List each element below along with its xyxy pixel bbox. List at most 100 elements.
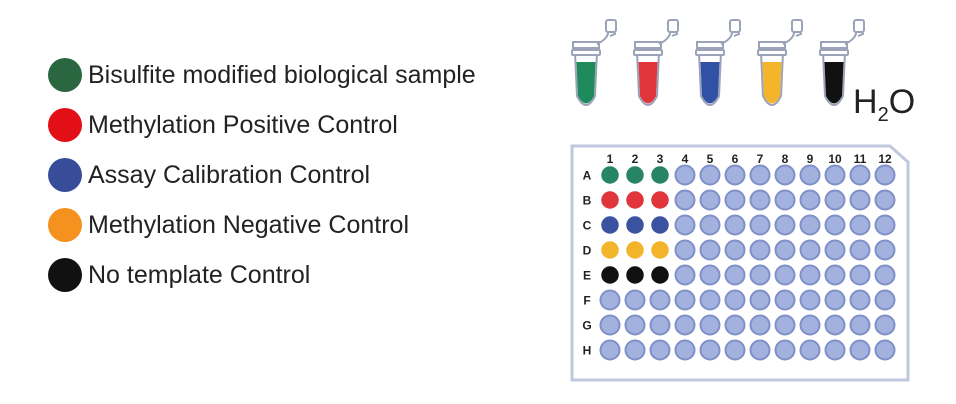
empty-well xyxy=(749,214,771,236)
filled-well xyxy=(649,164,671,186)
filled-well xyxy=(599,239,621,261)
empty-well xyxy=(749,239,771,261)
column-label: 3 xyxy=(657,152,664,166)
empty-well xyxy=(874,189,896,211)
empty-well xyxy=(799,189,821,211)
legend: Bisulfite modified biological sample Met… xyxy=(48,50,476,300)
empty-well xyxy=(774,214,796,236)
empty-well xyxy=(699,214,721,236)
row-label: B xyxy=(583,194,592,208)
row-label: A xyxy=(583,169,592,183)
filled-well xyxy=(649,214,671,236)
row-label: E xyxy=(583,269,591,283)
row-label: D xyxy=(583,244,592,258)
empty-well xyxy=(849,314,871,336)
empty-well xyxy=(824,314,846,336)
empty-well xyxy=(824,164,846,186)
empty-well xyxy=(599,289,621,311)
column-label: 7 xyxy=(757,152,764,166)
legend-dot-positive-control xyxy=(48,108,82,142)
empty-well xyxy=(699,289,721,311)
empty-well xyxy=(849,239,871,261)
empty-well xyxy=(774,314,796,336)
row-label: C xyxy=(583,219,592,233)
h2o-label: H2O xyxy=(853,83,915,126)
empty-well xyxy=(674,339,696,361)
legend-item-no-template-control: No template Control xyxy=(48,250,476,300)
empty-well xyxy=(649,339,671,361)
legend-dot-calibration-control xyxy=(48,158,82,192)
tube-5 xyxy=(819,19,865,106)
filled-well xyxy=(624,264,646,286)
empty-well xyxy=(724,239,746,261)
empty-well xyxy=(724,289,746,311)
empty-well xyxy=(674,164,696,186)
column-label: 11 xyxy=(854,152,867,166)
row-label: H xyxy=(583,344,592,358)
empty-well xyxy=(599,339,621,361)
tube-liquid-1 xyxy=(576,62,596,104)
empty-well xyxy=(699,164,721,186)
empty-well xyxy=(799,214,821,236)
empty-well xyxy=(774,339,796,361)
legend-label-negative-control: Methylation Negative Control xyxy=(88,210,409,239)
empty-well xyxy=(724,164,746,186)
empty-well xyxy=(874,339,896,361)
legend-item-negative-control: Methylation Negative Control xyxy=(48,200,476,250)
empty-well xyxy=(699,239,721,261)
empty-well xyxy=(674,239,696,261)
legend-label-no-template-control: No template Control xyxy=(88,260,311,289)
empty-well xyxy=(849,164,871,186)
legend-dot-sample xyxy=(48,58,82,92)
tube-liquid-3 xyxy=(700,62,720,104)
empty-well xyxy=(849,214,871,236)
empty-well xyxy=(649,314,671,336)
legend-label-calibration-control: Assay Calibration Control xyxy=(88,160,371,189)
empty-well xyxy=(824,264,846,286)
empty-well xyxy=(849,264,871,286)
tube-liquid-2 xyxy=(638,62,658,104)
empty-well xyxy=(599,314,621,336)
empty-well xyxy=(824,239,846,261)
empty-well xyxy=(849,289,871,311)
empty-well xyxy=(749,264,771,286)
empty-well xyxy=(874,264,896,286)
empty-well xyxy=(874,214,896,236)
empty-well xyxy=(749,314,771,336)
empty-well xyxy=(674,314,696,336)
filled-well xyxy=(649,189,671,211)
empty-well xyxy=(749,339,771,361)
tube-1 xyxy=(571,19,617,106)
column-label: 5 xyxy=(707,152,714,166)
legend-dot-negative-control xyxy=(48,208,82,242)
empty-well xyxy=(824,289,846,311)
legend-item-positive-control: Methylation Positive Control xyxy=(48,100,476,150)
empty-well xyxy=(749,164,771,186)
column-label: 12 xyxy=(878,152,892,166)
legend-item-calibration-control: Assay Calibration Control xyxy=(48,150,476,200)
column-label: 10 xyxy=(828,152,842,166)
filled-well xyxy=(599,164,621,186)
empty-well xyxy=(874,289,896,311)
tube-2 xyxy=(633,19,679,106)
empty-well xyxy=(699,264,721,286)
empty-well xyxy=(624,289,646,311)
empty-well xyxy=(874,164,896,186)
filled-well xyxy=(624,164,646,186)
empty-well xyxy=(849,339,871,361)
empty-well xyxy=(649,289,671,311)
empty-well xyxy=(624,339,646,361)
empty-well xyxy=(624,314,646,336)
empty-well xyxy=(774,264,796,286)
column-label: 9 xyxy=(807,152,814,166)
empty-well xyxy=(674,264,696,286)
empty-well xyxy=(824,189,846,211)
empty-well xyxy=(799,314,821,336)
empty-well xyxy=(774,189,796,211)
empty-well xyxy=(724,214,746,236)
tube-3 xyxy=(695,19,741,106)
empty-well xyxy=(774,239,796,261)
empty-well xyxy=(874,314,896,336)
empty-well xyxy=(799,264,821,286)
column-label: 1 xyxy=(607,152,614,166)
